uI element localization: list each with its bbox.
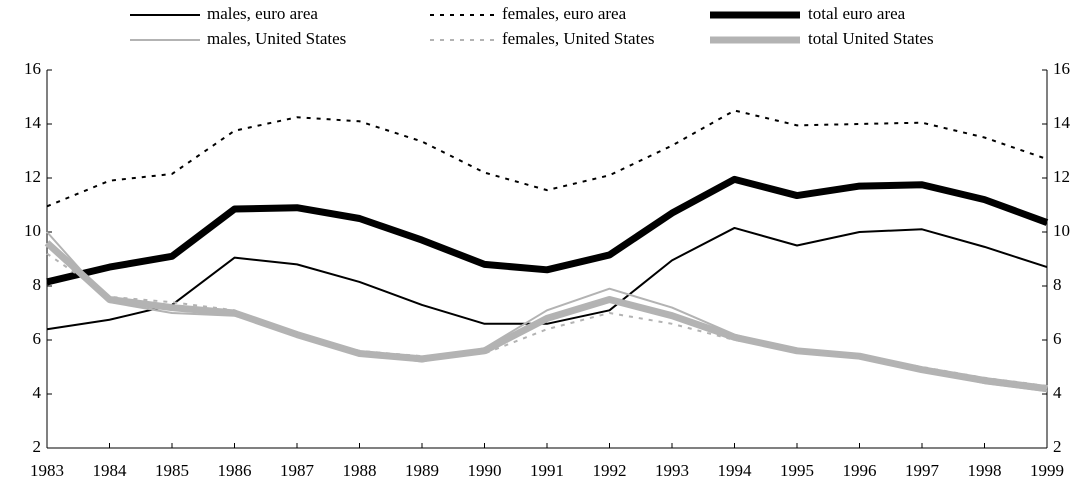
y2-tick-label: 6	[1053, 329, 1062, 348]
y-tick-label: 16	[24, 59, 41, 78]
y2-tick-label: 12	[1053, 167, 1070, 186]
x-tick-label: 1998	[968, 461, 1002, 480]
y-tick-label: 4	[33, 383, 42, 402]
y-tick-label: 6	[33, 329, 42, 348]
y2-tick-label: 2	[1053, 437, 1062, 456]
x-tick-label: 1983	[30, 461, 64, 480]
y-tick-label: 10	[24, 221, 41, 240]
y2-tick-label: 14	[1053, 113, 1071, 132]
x-tick-label: 1987	[280, 461, 315, 480]
x-tick-label: 1989	[405, 461, 439, 480]
x-tick-label: 1992	[593, 461, 627, 480]
series-line	[46, 109, 1048, 208]
x-tick-label: 1999	[1030, 461, 1064, 480]
y-tick-label: 14	[24, 113, 42, 132]
x-tick-label: 1991	[530, 461, 564, 480]
series-line	[46, 226, 1048, 331]
x-tick-label: 1996	[843, 461, 877, 480]
series-line	[46, 252, 1048, 387]
series-line	[46, 175, 1049, 286]
y-tick-label: 12	[24, 167, 41, 186]
y2-tick-label: 16	[1053, 59, 1070, 78]
y2-tick-label: 4	[1053, 383, 1062, 402]
legend-label: total United States	[808, 29, 934, 48]
series-line	[44, 240, 1048, 393]
legend-label: males, euro area	[207, 4, 318, 23]
x-tick-label: 1994	[718, 461, 753, 480]
y-tick-label: 8	[33, 275, 42, 294]
x-tick-label: 1995	[780, 461, 814, 480]
x-tick-label: 1986	[218, 461, 252, 480]
x-tick-label: 1988	[343, 461, 377, 480]
legend-label: total euro area	[808, 4, 906, 23]
legend-label: females, euro area	[502, 4, 627, 23]
x-tick-label: 1984	[93, 461, 128, 480]
x-tick-label: 1990	[468, 461, 502, 480]
x-tick-label: 1985	[155, 461, 189, 480]
y2-tick-label: 8	[1053, 275, 1062, 294]
y2-tick-label: 10	[1053, 221, 1070, 240]
y-tick-label: 2	[33, 437, 42, 456]
x-tick-label: 1997	[905, 461, 940, 480]
legend-label: females, United States	[502, 29, 655, 48]
x-tick-label: 1993	[655, 461, 689, 480]
legend-label: males, United States	[207, 29, 346, 48]
series-line	[46, 231, 1048, 393]
